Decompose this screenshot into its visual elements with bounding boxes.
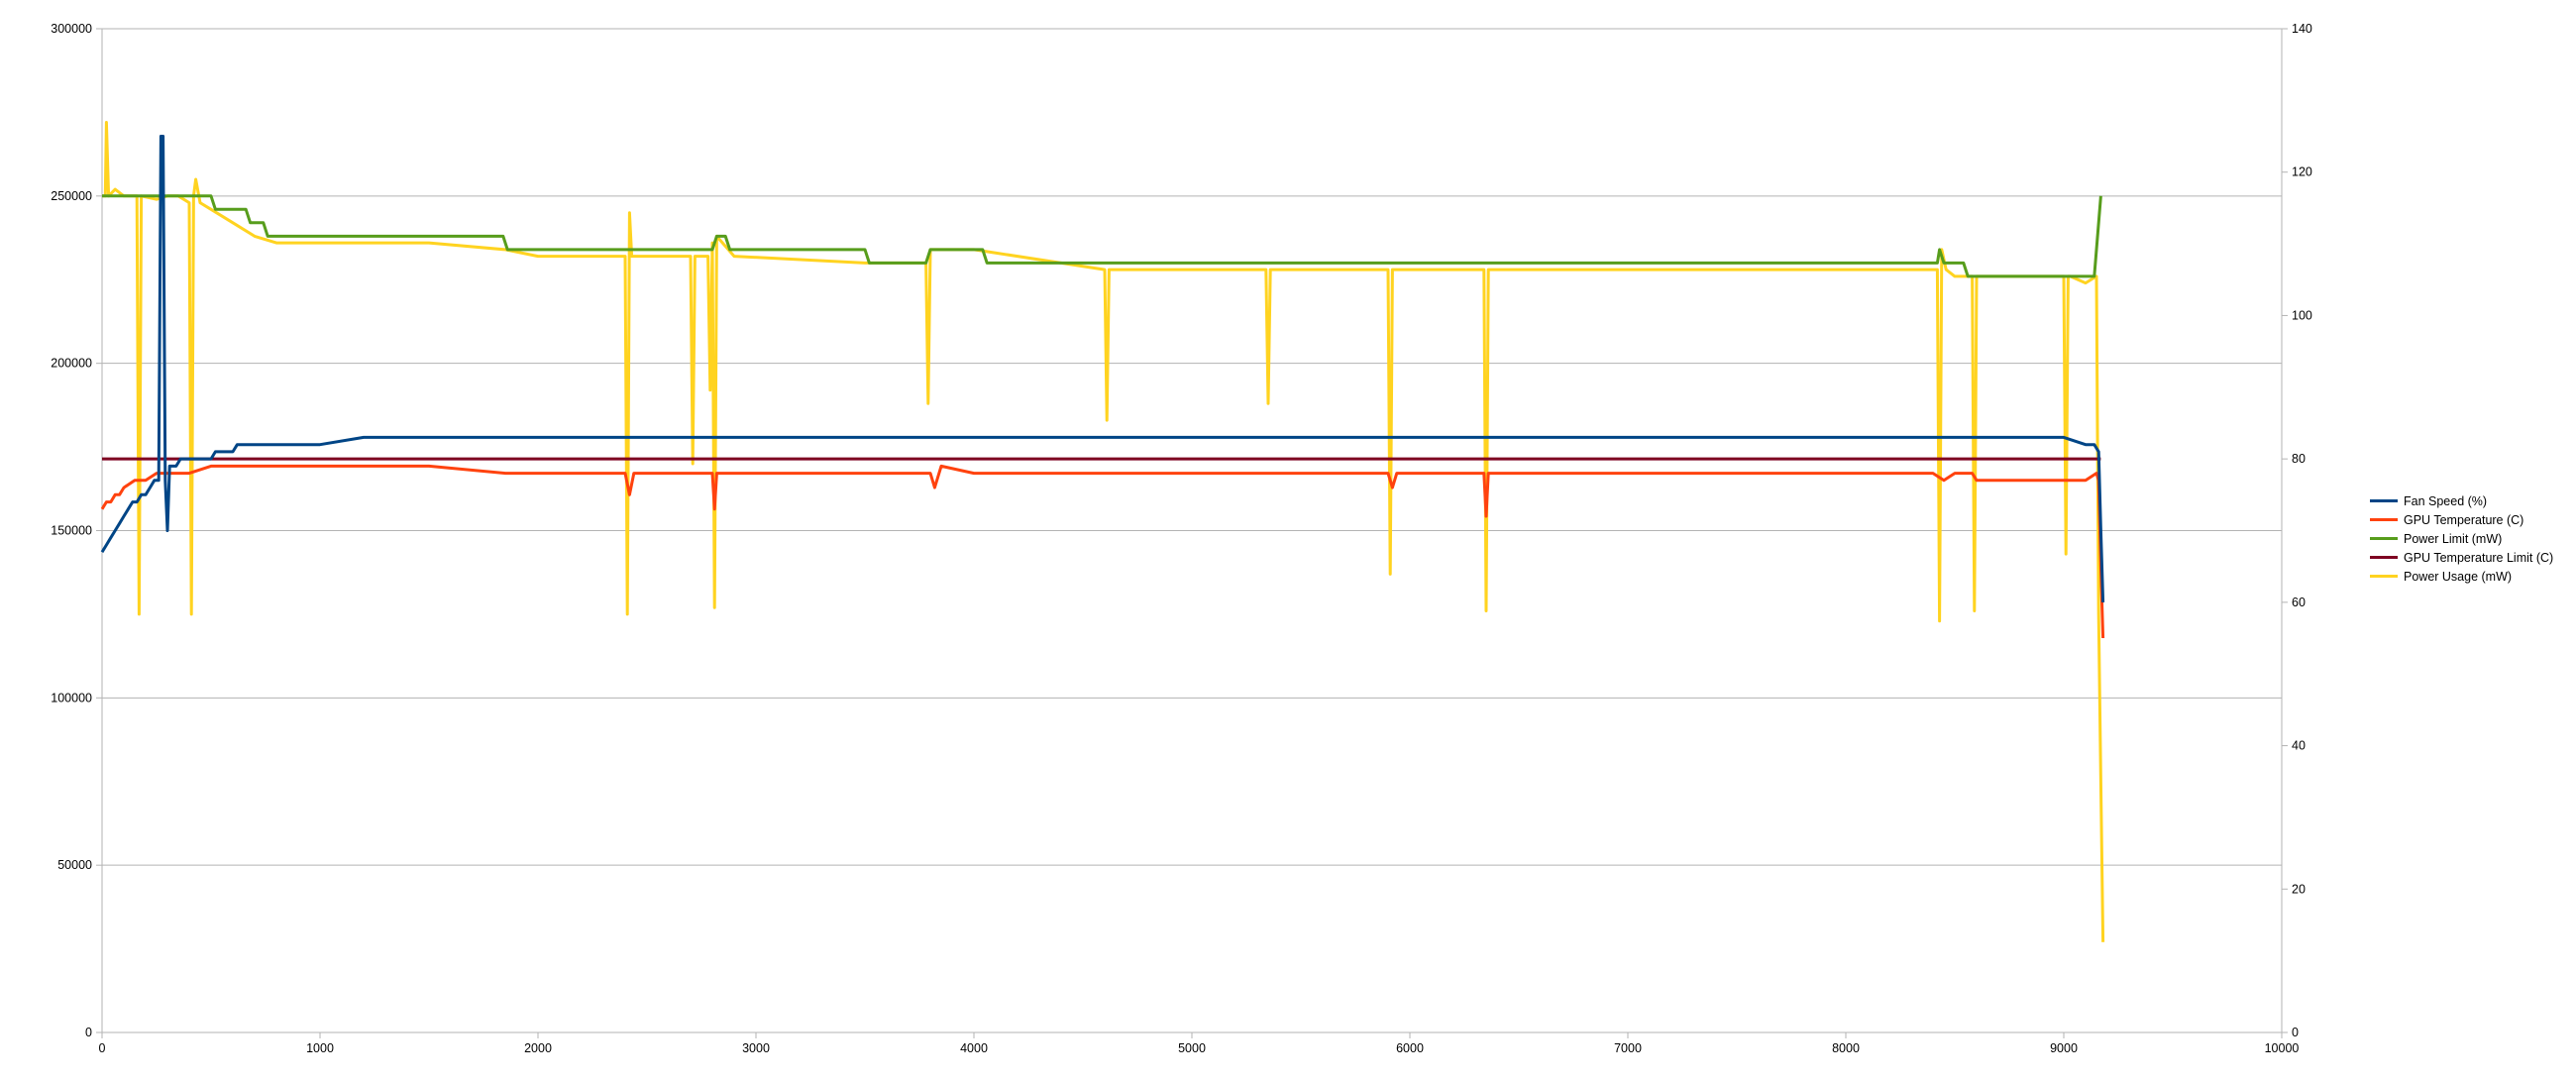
- legend-swatch: [2370, 537, 2398, 540]
- y-tick-label: 250000: [51, 189, 92, 203]
- legend-swatch: [2370, 556, 2398, 559]
- x-tick-label: 7000: [1614, 1041, 1642, 1055]
- y2-tick-label: 60: [2292, 596, 2306, 609]
- y-tick-label: 300000: [51, 22, 92, 36]
- x-tick-label: 3000: [742, 1041, 770, 1055]
- x-tick-label: 5000: [1178, 1041, 1206, 1055]
- x-tick-label: 1000: [306, 1041, 334, 1055]
- y-tick-label: 0: [85, 1026, 92, 1039]
- legend-item: Power Usage (mW): [2370, 567, 2553, 586]
- legend-item: GPU Temperature Limit (C): [2370, 548, 2553, 567]
- legend-swatch: [2370, 499, 2398, 502]
- series-layer: [100, 121, 2105, 942]
- y-tick-label: 200000: [51, 357, 92, 371]
- legend-label: GPU Temperature Limit (C): [2404, 550, 2554, 565]
- x-tick-label: 4000: [960, 1041, 988, 1055]
- legend-swatch: [2370, 575, 2398, 578]
- x-tick-label: 10000: [2265, 1041, 2300, 1055]
- legend-label: GPU Temperature (C): [2404, 512, 2524, 527]
- y-tick-label: 50000: [57, 858, 92, 872]
- x-tick-label: 9000: [2050, 1041, 2078, 1055]
- y-tick-label: 100000: [51, 691, 92, 705]
- x-tick-label: 2000: [524, 1041, 552, 1055]
- y2-tick-label: 120: [2292, 165, 2312, 179]
- series-line-power-limit-mw: [102, 194, 2102, 278]
- y-tick-label: 150000: [51, 524, 92, 538]
- legend-swatch: [2370, 518, 2398, 521]
- legend-item: Fan Speed (%): [2370, 491, 2553, 510]
- legend-label: Fan Speed (%): [2404, 493, 2488, 508]
- y2-tick-label: 100: [2292, 308, 2312, 322]
- x-tick-label: 6000: [1396, 1041, 1424, 1055]
- y2-tick-label: 40: [2292, 739, 2306, 753]
- legend-item: GPU Temperature (C): [2370, 510, 2553, 529]
- series-line-power-usage-mw: [102, 121, 2105, 942]
- legend-label: Power Usage (mW): [2404, 569, 2513, 584]
- y2-tick-label: 20: [2292, 882, 2306, 896]
- chart-legend: Fan Speed (%) GPU Temperature (C) Power Li…: [2370, 491, 2553, 586]
- y2-tick-label: 80: [2292, 452, 2306, 466]
- series-line-fan-speed: [100, 135, 2105, 602]
- y2-tick-label: 140: [2292, 22, 2312, 36]
- x-tick-label: 8000: [1832, 1041, 1860, 1055]
- series-line-gpu-temperature-c: [100, 464, 2105, 639]
- tick-layer: 0500001000001500002000002500003000000204…: [51, 22, 2312, 1055]
- x-tick-label: 0: [99, 1041, 106, 1055]
- grid-layer: [102, 28, 2282, 1033]
- legend-item: Power Limit (mW): [2370, 529, 2553, 548]
- y2-tick-label: 0: [2292, 1026, 2299, 1039]
- legend-label: Power Limit (mW): [2404, 531, 2503, 546]
- axis-layer: [96, 28, 2288, 1038]
